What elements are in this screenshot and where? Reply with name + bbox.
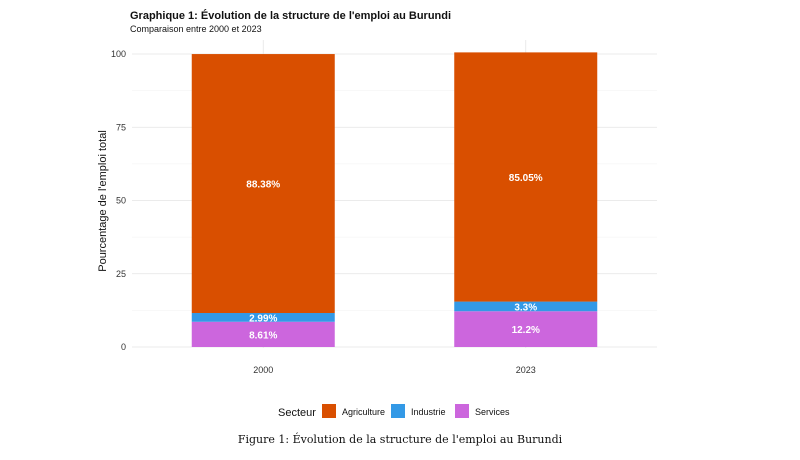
y-axis-ticks: 0 25 50 75 100 [111, 49, 126, 352]
legend-swatch-agriculture [322, 404, 336, 418]
y-axis-label: Pourcentage de l'emploi total [97, 130, 109, 272]
y-tick-label: 25 [116, 269, 126, 279]
y-tick-label: 75 [116, 122, 126, 132]
bar-data-label: 2.99% [249, 313, 277, 324]
legend-label-services: Services [475, 407, 510, 417]
legend-swatch-industrie [391, 404, 405, 418]
bar-data-label: 8.61% [249, 330, 277, 341]
legend-swatch-services [455, 404, 469, 418]
bar-segment-industrie-2000 [191, 313, 335, 322]
y-tick-label: 50 [116, 196, 126, 206]
bar-segment-industrie-2023 [454, 301, 598, 312]
x-tick-label: 2023 [516, 365, 536, 375]
bar-data-label: 3.3% [514, 302, 537, 313]
x-tick-label: 2000 [253, 365, 273, 375]
bars: 8.61% 2.99% 88.38% 12.2% 3.3% 85.05% [191, 52, 598, 347]
bar-data-label: 12.2% [512, 325, 540, 336]
legend-label-agriculture: Agriculture [342, 407, 385, 417]
bar-segment-agriculture-2023 [454, 52, 598, 302]
legend-title: Secteur [278, 407, 316, 419]
bar-data-label: 88.38% [246, 180, 280, 191]
bar-segment-services-2000 [191, 321, 335, 347]
legend: Secteur Agriculture Industrie Services [278, 404, 510, 419]
chart-subtitle: Comparaison entre 2000 et 2023 [130, 24, 262, 34]
legend-label-industrie: Industrie [411, 407, 446, 417]
y-tick-label: 0 [121, 342, 126, 352]
figure-caption: Figure 1: Évolution de la structure de l… [238, 432, 563, 446]
chart-title: Graphique 1: Évolution de la structure d… [130, 9, 451, 22]
y-tick-label: 100 [111, 49, 126, 59]
bar-segment-agriculture-2000 [191, 54, 335, 314]
x-axis-ticks: 2000 2023 [253, 365, 536, 375]
bar-segment-services-2023 [454, 311, 598, 347]
bar-data-label: 85.05% [509, 173, 543, 184]
